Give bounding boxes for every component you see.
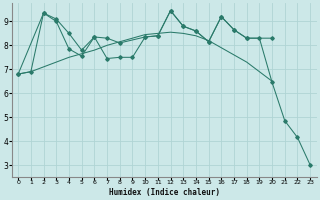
X-axis label: Humidex (Indice chaleur): Humidex (Indice chaleur): [109, 188, 220, 197]
